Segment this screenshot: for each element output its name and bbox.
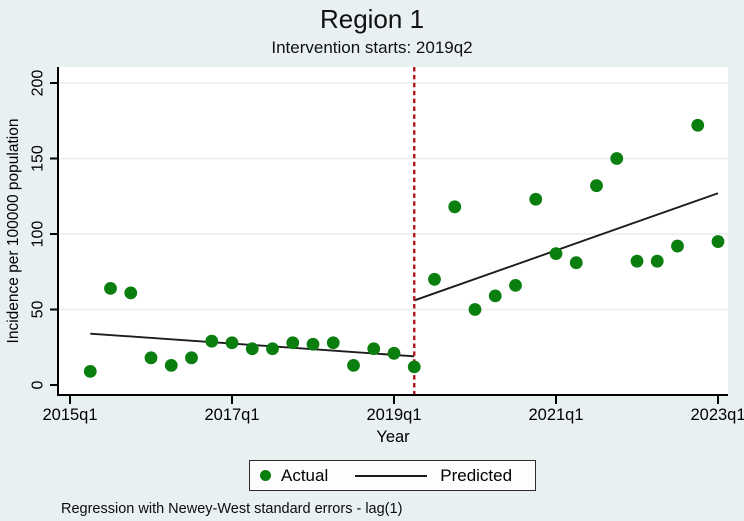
actual-point: [124, 286, 138, 300]
actual-point: [671, 239, 684, 253]
chart-title: Region 1: [319, 4, 425, 34]
actual-point: [610, 152, 624, 165]
actual-point: [468, 303, 482, 316]
x-tick-label: 2023q1: [690, 406, 744, 424]
actual-point: [326, 336, 340, 350]
legend-predicted-label: Predicted: [440, 465, 513, 485]
actual-point: [104, 281, 117, 295]
actual-point: [83, 365, 97, 378]
actual-point: [205, 334, 219, 348]
actual-point: [164, 358, 178, 372]
actual-point: [367, 342, 381, 356]
actual-marker-icon: [260, 470, 271, 481]
actual-point: [509, 278, 522, 292]
actual-point: [306, 337, 320, 351]
x-tick-label: 2019q1: [366, 406, 421, 424]
y-tick-label: 0: [30, 380, 47, 389]
predicted-line-icon: [355, 474, 428, 477]
actual-point: [245, 342, 259, 356]
x-axis-title: Year: [376, 428, 410, 446]
x-tick-label: 2017q1: [204, 406, 259, 424]
y-tick-label: 150: [30, 145, 47, 172]
footer-note: Regression with Newey-West standard erro…: [61, 501, 403, 517]
actual-point: [650, 254, 664, 268]
actual-point: [529, 192, 543, 206]
y-tick-label: 200: [30, 70, 47, 97]
actual-point: [630, 254, 644, 268]
actual-point: [448, 200, 462, 214]
actual-point: [711, 235, 725, 248]
legend-box: Actual Predicted: [249, 460, 536, 491]
actual-point: [569, 256, 583, 270]
y-tick-label: 100: [30, 221, 47, 248]
predicted-line: [413, 192, 719, 302]
actual-point: [691, 118, 705, 132]
chart-subtitle: Intervention starts: 2019q2: [271, 38, 473, 57]
plot-background: [58, 67, 728, 395]
actual-point: [488, 289, 502, 303]
x-tick-label: 2021q1: [528, 406, 583, 424]
x-tick-label: 2015q1: [42, 406, 97, 424]
actual-point: [225, 336, 239, 350]
actual-point: [144, 351, 158, 365]
y-axis-title: Incidence per 100000 population: [5, 118, 22, 344]
actual-point: [185, 351, 198, 365]
actual-point: [549, 247, 563, 261]
actual-point: [590, 179, 603, 193]
actual-point: [266, 342, 279, 356]
actual-point: [428, 272, 441, 286]
y-tick-label: 50: [30, 301, 47, 319]
legend-actual-label: Actual: [281, 465, 329, 485]
actual-point: [286, 336, 300, 350]
actual-point: [347, 358, 360, 372]
actual-point: [407, 360, 421, 374]
actual-point: [387, 346, 401, 360]
